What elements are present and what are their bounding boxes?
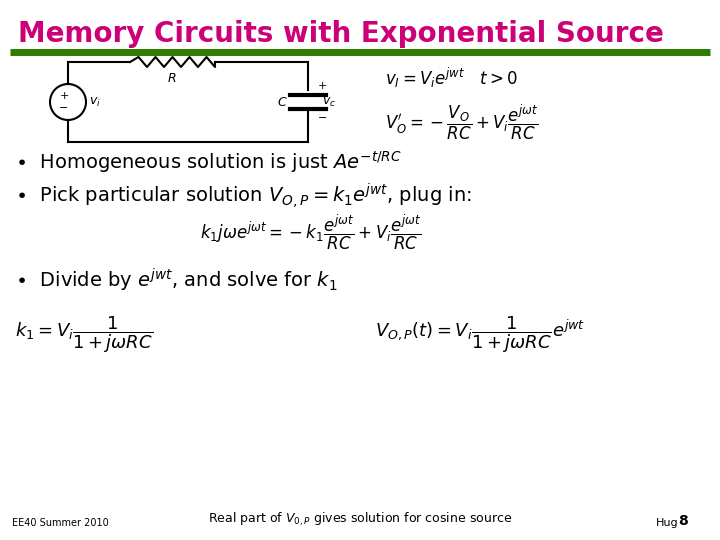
- Text: $V_{O,P}(t) = V_i \dfrac{1}{1 + j\omega RC} e^{jwt}$: $V_{O,P}(t) = V_i \dfrac{1}{1 + j\omega …: [375, 315, 585, 355]
- Text: +: +: [318, 81, 328, 91]
- Text: +: +: [59, 91, 68, 101]
- Text: −: −: [59, 103, 68, 113]
- Text: EE40 Summer 2010: EE40 Summer 2010: [12, 518, 109, 528]
- Text: Real part of $V_{0,P}$ gives solution for cosine source: Real part of $V_{0,P}$ gives solution fo…: [208, 511, 512, 528]
- Text: $v_i$: $v_i$: [89, 96, 101, 109]
- Text: R: R: [168, 72, 176, 85]
- Text: $\bullet$  Divide by $e^{jwt}$, and solve for $k_1$: $\bullet$ Divide by $e^{jwt}$, and solve…: [15, 266, 338, 294]
- Text: $V_O' = -\dfrac{V_O}{RC} + V_i\dfrac{e^{j\omega t}}{RC}$: $V_O' = -\dfrac{V_O}{RC} + V_i\dfrac{e^{…: [385, 102, 539, 141]
- Text: $v_I = V_i e^{jwt}\ \ \ t > 0$: $v_I = V_i e^{jwt}\ \ \ t > 0$: [385, 66, 518, 90]
- Text: C: C: [277, 96, 286, 109]
- Text: Hug: Hug: [656, 518, 679, 528]
- Text: 8: 8: [678, 514, 688, 528]
- Text: $v_c$: $v_c$: [322, 96, 336, 109]
- Text: $\bullet$  Homogeneous solution is just $Ae^{-t/RC}$: $\bullet$ Homogeneous solution is just $…: [15, 149, 402, 175]
- Text: −: −: [318, 113, 328, 123]
- Text: Memory Circuits with Exponential Source: Memory Circuits with Exponential Source: [18, 20, 664, 48]
- Text: $\bullet$  Pick particular solution $V_{O,P} = k_1 e^{jwt}$, plug in:: $\bullet$ Pick particular solution $V_{O…: [15, 181, 472, 211]
- Text: $k_1 = V_i \dfrac{1}{1 + j\omega RC}$: $k_1 = V_i \dfrac{1}{1 + j\omega RC}$: [15, 315, 153, 355]
- Text: $k_1 j\omega e^{j\omega t} = -k_1\dfrac{e^{j\omega t}}{RC} + V_i\dfrac{e^{j\omeg: $k_1 j\omega e^{j\omega t} = -k_1\dfrac{…: [200, 212, 421, 252]
